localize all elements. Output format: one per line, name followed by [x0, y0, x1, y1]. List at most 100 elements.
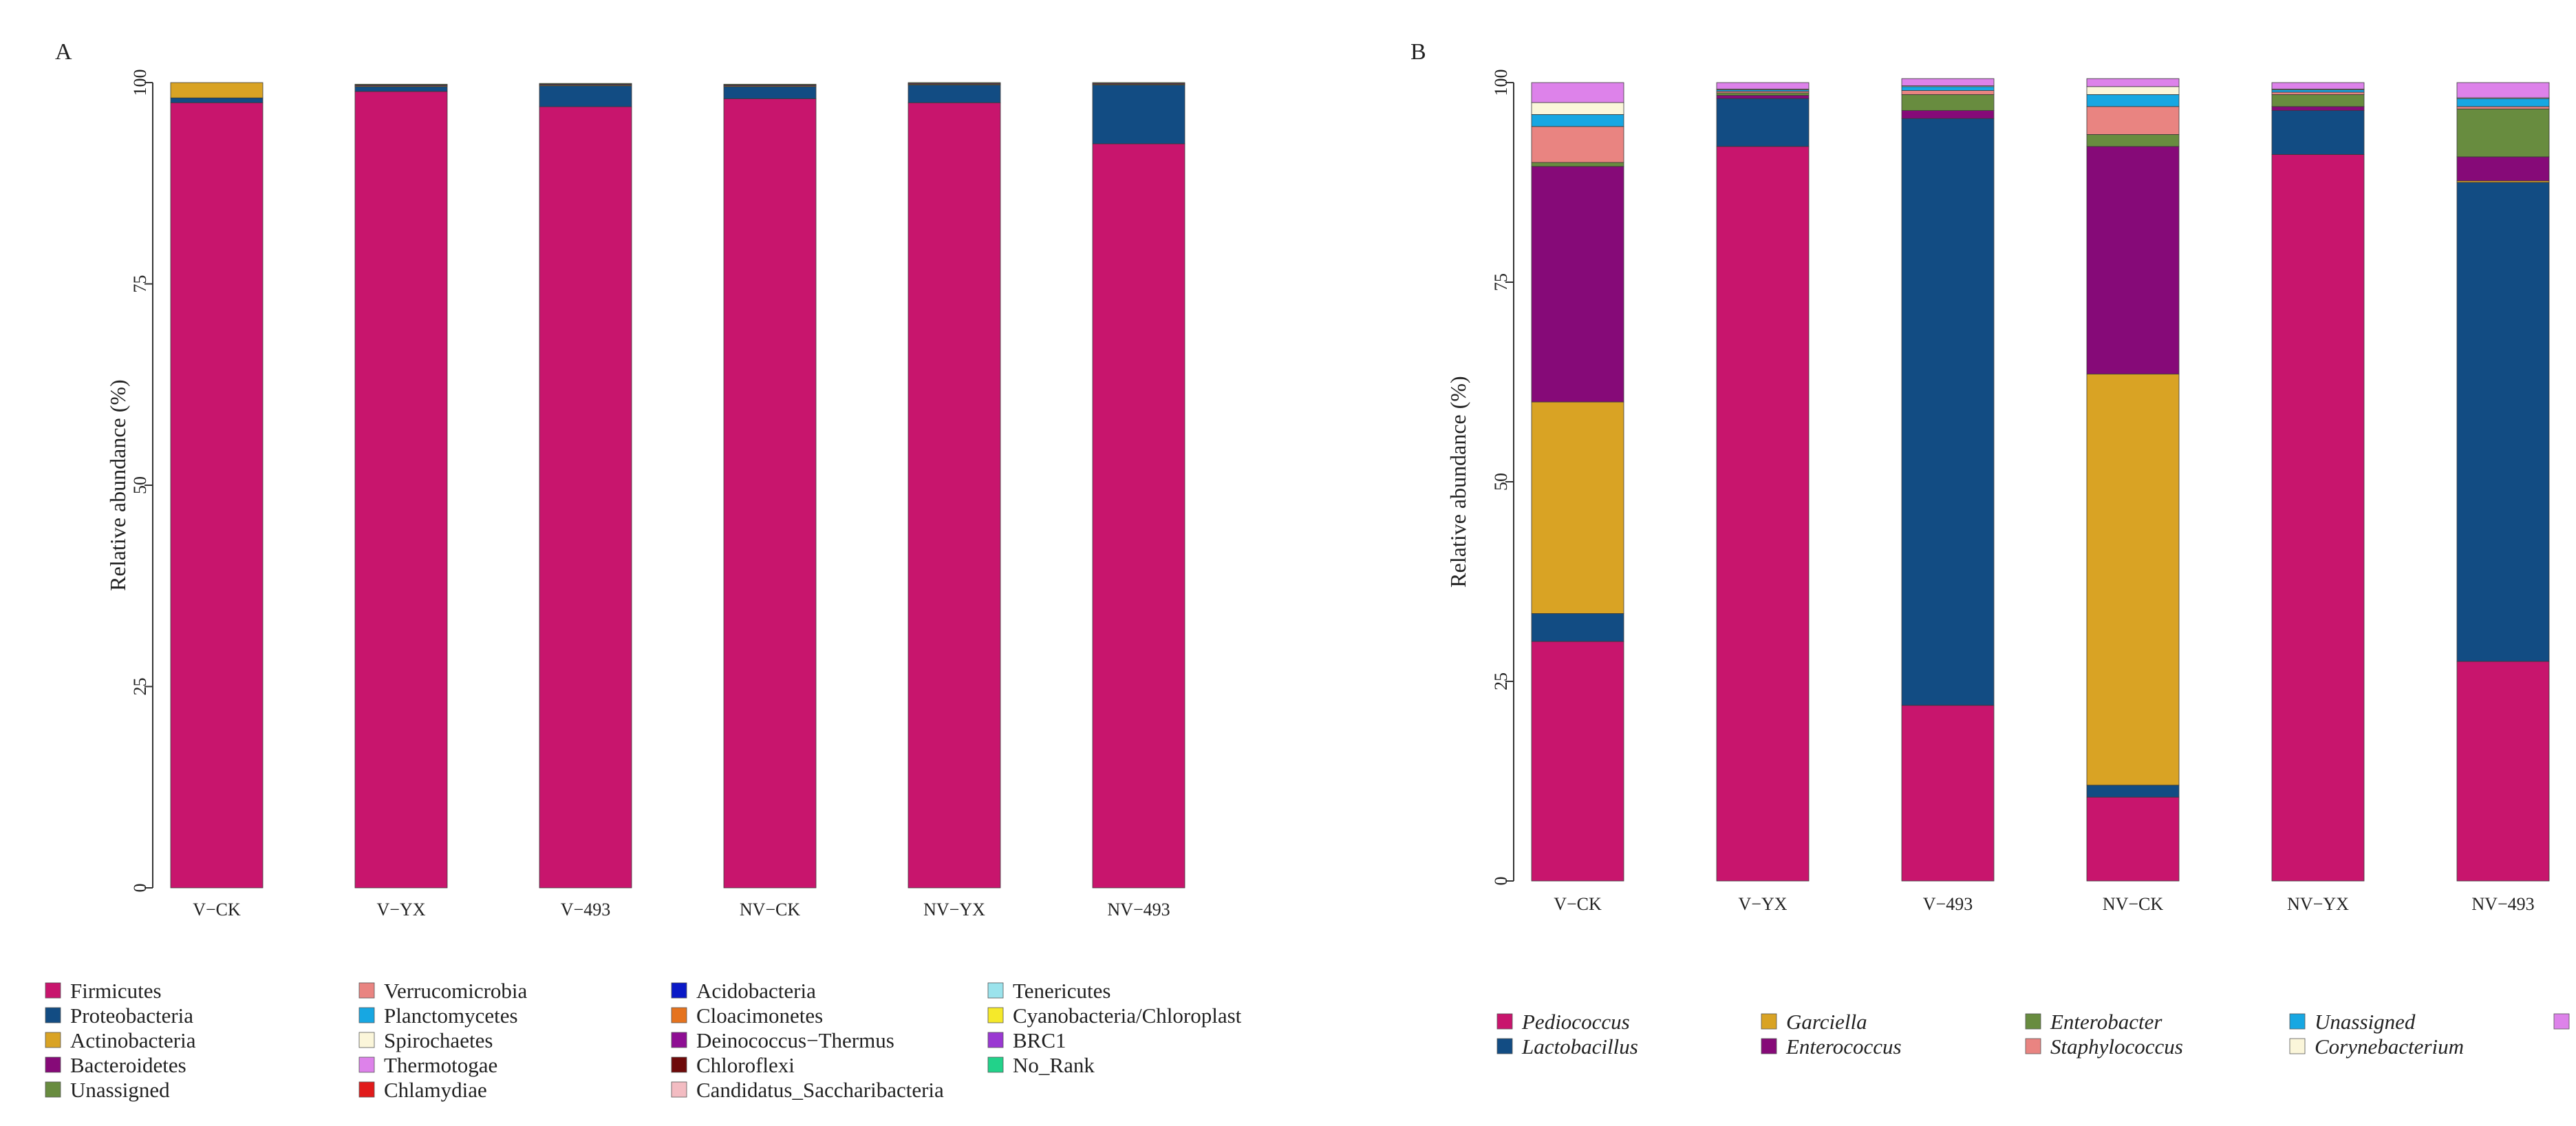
panel-b-legend-item-corynebacterium: Corynebacterium [2289, 1034, 2464, 1059]
panel-a-legend-swatch-verrucomicrobia [358, 982, 375, 999]
panel-b-bar-nv-yx-lactobacillus [2271, 110, 2365, 155]
panel-a-legend-item-tenericutes: Tenericutes [987, 979, 1110, 1003]
panel-b-legend-label-corynebacterium: Corynebacterium [2315, 1034, 2464, 1059]
panel-a-legend-swatch-chloroflexi [671, 1056, 687, 1073]
panel-a-bar-v-493-unassigned [539, 83, 632, 85]
panel-a-y-tick-label-75: 75 [130, 275, 150, 293]
panel-b-legend-swatch-lactobacillus [1496, 1038, 1513, 1054]
panel-b-bar-nv-ck-others [2086, 78, 2180, 87]
panel-b-legend-label-enterobacter: Enterobacter [2050, 1010, 2162, 1034]
panel-a-legend-item-candidatus-saccharibacteria: Candidatus_Saccharibacteria [671, 1078, 944, 1102]
panel-a-legend-swatch-proteobacteria [45, 1007, 61, 1023]
panel-b-bar-nv-493-pediococcus [2456, 661, 2550, 882]
panel-b-legend-item-unassigned: Unassigned [2289, 1010, 2416, 1034]
panel-b-bar-v-ck-garciella [1531, 401, 1624, 614]
panel-b-bar-v-493-pediococcus [1901, 705, 1995, 882]
panel-a-legend-label-brc1: BRC1 [1013, 1028, 1066, 1052]
panel-b-bar-nv-493-enterobacter [2456, 108, 2550, 158]
panel-b-legend-item-lactobacillus: Lactobacillus [1496, 1034, 1638, 1059]
panel-b-legend-label-garciella: Garciella [1786, 1010, 1867, 1034]
panel-b-bar-nv-ck-garciella [2086, 374, 2180, 786]
panel-b-bar-nv-ck-enterococcus [2086, 146, 2180, 374]
panel-b-bar-v-yx-enterobacter [1716, 92, 1810, 96]
panel-b-x-tick-labels: V−CK V−YX V−493 NV−CK NV−YX NV−493 [1554, 894, 2534, 914]
panel-a-bar-nv-ck-proteobacteria [723, 86, 817, 99]
panel-b-letter: B [1410, 39, 1426, 65]
panel-a-legend-swatch-firmicutes [45, 982, 61, 999]
panel-b-x-tick-label-nv-yx: NV−YX [2287, 894, 2349, 914]
panel-b-x-tick-label-v-493: V−493 [1923, 894, 1973, 914]
panel-b-y-tick-label-75: 75 [1491, 273, 1511, 291]
panel-b-legend-label-lactobacillus: Lactobacillus [1521, 1034, 1638, 1059]
panel-b-bar-nv-493-staphylococcus [2456, 106, 2550, 109]
panel-a-y-axis-label: Relative abundance (%) [105, 379, 130, 591]
panel-a-legend-label-bacteroidetes: Bacteroidetes [70, 1053, 186, 1077]
panel-a-bar-nv-ck-unassigned [723, 83, 817, 85]
panel-b-y-axis-label: Relative abundance (%) [1446, 376, 1470, 587]
panel-a-letter: A [55, 39, 72, 65]
panel-b-bar-nv-493-unassigned [2456, 98, 2550, 107]
panel-b-bar-nv-yx-pediococcus [2271, 153, 2365, 882]
panel-a-legend-swatch-candidatus-saccharibacteria [671, 1081, 687, 1098]
panel-b-y-axis: 0 25 50 75 100 [1491, 70, 1514, 886]
panel-a-bar-v-ck-actinobacteria [170, 82, 264, 98]
panel-a-legend-label-cloacimonetes: Cloacimonetes [696, 1003, 823, 1028]
panel-a-x-tick-label-v-yx: V−YX [377, 900, 426, 920]
panel-a-legend-swatch-tenericutes [987, 982, 1004, 999]
panel-b-bar-nv-ck-lactobacillus [2086, 785, 2180, 798]
panel-b-bar-nv-yx-staphylococcus [2271, 92, 2365, 95]
panel-a-legend-label-deinococcus-thermus: Deinococcus−Thermus [696, 1028, 894, 1052]
panel-a-legend-label-verrucomicrobia: Verrucomicrobia [384, 979, 528, 1003]
panel-a-y-tick-label-50: 50 [130, 476, 150, 494]
panel-a-legend-item-unassigned: Unassigned [45, 1078, 170, 1102]
panel-b-legend-swatch-pediococcus [1496, 1013, 1513, 1030]
panel-a-bar-v-yx-proteobacteria [354, 86, 448, 92]
panel-b-bar-v-yx-pediococcus [1716, 146, 1810, 882]
panel-b-bar-v-yx-others [1716, 82, 1810, 89]
panel-a-x-tick-label-v-ck: V−CK [193, 900, 241, 920]
panel-a-legend-item-cyanobacteria-chloroplast: Cyanobacteria/Chloroplast [987, 1003, 1242, 1028]
panel-a-legend-label-tenericutes: Tenericutes [1013, 979, 1110, 1003]
panel-b-bar-v-yx-lactobacillus [1716, 98, 1810, 147]
panel-a-legend-swatch-thermotogae [358, 1056, 375, 1073]
panel-b-legend-item-enterococcus: Enterococcus [1761, 1034, 1902, 1059]
panel-b-bar-nv-yx-enterococcus [2271, 106, 2365, 111]
panel-b-bar-v-ck-others [1531, 82, 1624, 103]
panel-b-legend-swatch-corynebacterium [2289, 1038, 2306, 1054]
panel-b-bar-nv-ck-unassigned [2086, 94, 2180, 107]
panel-b-legend-swatch-others [2553, 1013, 2570, 1030]
panel-a-legend-label-spirochaetes: Spirochaetes [384, 1028, 493, 1052]
panel-b-legend-swatch-enterococcus [1761, 1038, 1777, 1054]
panel-b-bar-v-493-enterobacter [1901, 94, 1995, 111]
panel-a-legend-swatch-cloacimonetes [671, 1007, 687, 1023]
panel-a-y-axis: 0 25 50 75 100 [130, 70, 153, 893]
panel-b-bar-v-493-unassigned [1901, 86, 1995, 92]
panel-a-legend: FirmicutesProteobacteriaActinobacteriaBa… [45, 979, 1242, 1102]
panel-b-bar-v-ck-pediococcus [1531, 641, 1624, 882]
panel-b-y-tick-label-25: 25 [1491, 672, 1511, 690]
panel-a-bars [170, 82, 1185, 889]
panel-b-legend-swatch-garciella [1761, 1013, 1777, 1030]
panel-a-y-tick-label-25: 25 [130, 678, 150, 696]
panel-a-bar-v-ck-proteobacteria [170, 97, 264, 103]
panel-a-legend-swatch-unassigned [45, 1081, 61, 1098]
panel-b-x-tick-label-v-yx: V−YX [1739, 894, 1788, 914]
panel-a-bar-v-493-firmicutes [539, 106, 632, 889]
panel-a-legend-swatch-acidobacteria [671, 982, 687, 999]
panel-b-bar-v-ck-lactobacillus [1531, 613, 1624, 642]
panel-b-bar-v-ck-enterococcus [1531, 166, 1624, 403]
panel-b-legend-item-garciella: Garciella [1761, 1010, 1867, 1034]
panel-a-y-tick-label-100: 100 [130, 70, 150, 96]
panel-b-bar-v-493-staphylococcus [1901, 90, 1995, 95]
panel-a-legend-label-firmicutes: Firmicutes [70, 979, 162, 1003]
panel-a-legend-item-deinococcus-thermus: Deinococcus−Thermus [671, 1028, 894, 1052]
panel-a-bar-nv-493-proteobacteria [1092, 85, 1185, 145]
panel-b-bar-v-493-lactobacillus [1901, 118, 1995, 706]
panel-a-legend-item-bacteroidetes: Bacteroidetes [45, 1053, 186, 1077]
panel-b-bar-nv-493-lactobacillus [2456, 182, 2550, 662]
panel-b-legend-item-others: Others [2553, 1013, 2570, 1030]
panel-a-bar-v-ck-firmicutes [170, 102, 264, 889]
panel-a-legend-swatch-cyanobacteria-chloroplast [987, 1007, 1004, 1023]
panel-a-legend-item-brc1: BRC1 [987, 1028, 1066, 1052]
panel-b-bar-nv-yx-unassigned [2271, 89, 2365, 93]
